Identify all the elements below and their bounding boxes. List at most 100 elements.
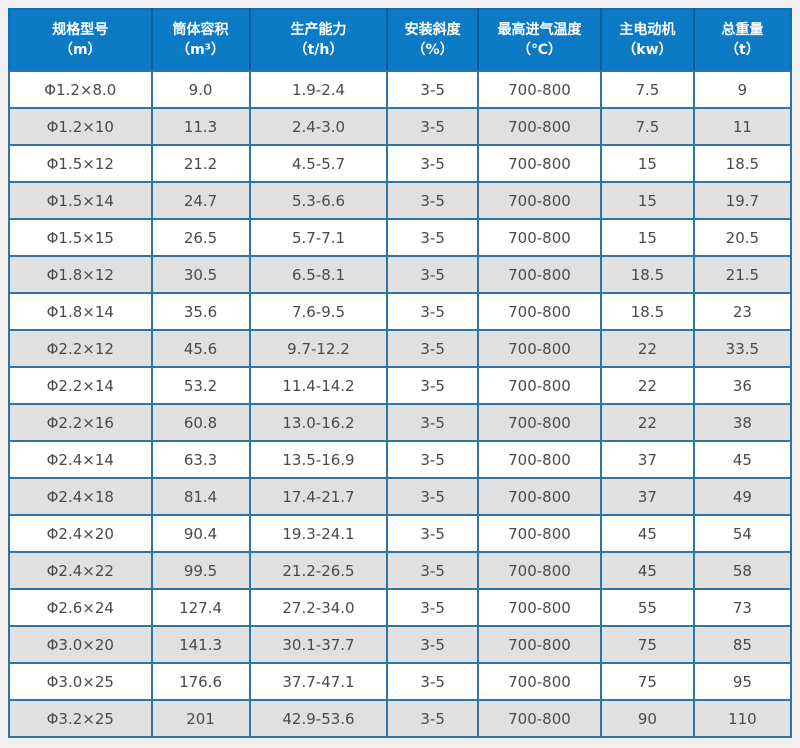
table-cell: 30.1-37.7 xyxy=(248,625,389,664)
table-cell: 700-800 xyxy=(476,662,603,701)
column-header-label: 安装斜度 xyxy=(404,22,461,38)
table-row: Φ2.2×16 60.8 13.0-16.2 3-5 700-800 22 38 xyxy=(8,403,793,442)
column-header-label: 主电动机 xyxy=(619,22,676,38)
table-cell: Φ1.5×12 xyxy=(8,144,153,183)
column-header-label: 筒体容积 xyxy=(172,22,229,38)
table-row: Φ3.0×20 141.3 30.1-37.7 3-5 700-800 75 85 xyxy=(8,625,793,664)
table-cell: 19.7 xyxy=(692,181,793,220)
table-cell: 4.5-5.7 xyxy=(248,144,389,183)
column-header: 规格型号 （m） xyxy=(9,9,153,72)
table-cell: 36 xyxy=(692,366,793,405)
table-cell: 55 xyxy=(600,588,695,627)
table-cell: 42.9-53.6 xyxy=(248,699,389,738)
table-cell: 35.6 xyxy=(150,292,251,331)
table-cell: 9.0 xyxy=(150,70,251,109)
table-cell: Φ2.6×24 xyxy=(8,588,153,627)
table-cell: 700-800 xyxy=(476,588,603,627)
table-cell: 20.5 xyxy=(692,218,793,257)
table-cell: 21.2-26.5 xyxy=(248,551,389,590)
table-cell: 45.6 xyxy=(150,329,251,368)
table-cell: 3-5 xyxy=(386,292,479,331)
table-cell: 63.3 xyxy=(150,440,251,479)
table-cell: 110 xyxy=(692,699,793,738)
table-cell: Φ1.8×12 xyxy=(8,255,153,294)
table-cell: Φ2.2×14 xyxy=(8,366,153,405)
table-cell: 7.5 xyxy=(600,107,695,146)
table-cell: 22 xyxy=(600,403,695,442)
column-header-label: 最高进气温度 xyxy=(497,22,582,38)
table-cell: 3-5 xyxy=(386,514,479,553)
table-cell: 33.5 xyxy=(692,329,793,368)
table-row: Φ1.5×15 26.5 5.7-7.1 3-5 700-800 15 20.5 xyxy=(8,218,793,257)
table-row: Φ2.4×20 90.4 19.3-24.1 3-5 700-800 45 54 xyxy=(8,514,793,553)
table-row: Φ2.4×22 99.5 21.2-26.5 3-5 700-800 45 58 xyxy=(8,551,793,590)
column-header-unit: （℃） xyxy=(516,42,562,58)
column-header-unit: （t/h） xyxy=(293,42,344,58)
table-cell: 81.4 xyxy=(150,477,251,516)
table-cell: 127.4 xyxy=(150,588,251,627)
table-cell: 73 xyxy=(692,588,793,627)
table-row: Φ1.2×8.0 9.0 1.9-2.4 3-5 700-800 7.5 9 xyxy=(8,70,793,109)
table-cell: Φ2.4×22 xyxy=(8,551,153,590)
table-cell: 700-800 xyxy=(476,218,603,257)
table-cell: Φ1.5×14 xyxy=(8,181,153,220)
table-cell: 27.2-34.0 xyxy=(248,588,389,627)
table-cell: 11 xyxy=(692,107,793,146)
table-cell: 3-5 xyxy=(386,144,479,183)
table-cell: 85 xyxy=(692,625,793,664)
table-cell: 176.6 xyxy=(150,662,251,701)
table-cell: 21.5 xyxy=(692,255,793,294)
table-cell: 141.3 xyxy=(150,625,251,664)
table-cell: 3-5 xyxy=(386,477,479,516)
table-cell: 75 xyxy=(600,662,695,701)
table-cell: 700-800 xyxy=(476,366,603,405)
table-cell: 18.5 xyxy=(600,292,695,331)
table-cell: 9.7-12.2 xyxy=(248,329,389,368)
table-cell: 99.5 xyxy=(150,551,251,590)
table-cell: 75 xyxy=(600,625,695,664)
table-row: Φ1.5×12 21.2 4.5-5.7 3-5 700-800 15 18.5 xyxy=(8,144,793,183)
table-cell: 5.3-6.6 xyxy=(248,181,389,220)
table-cell: 37 xyxy=(600,477,695,516)
table-cell: 700-800 xyxy=(476,144,603,183)
table-cell: 3-5 xyxy=(386,255,479,294)
table-cell: 49 xyxy=(692,477,793,516)
table-cell: Φ1.2×8.0 xyxy=(8,70,153,109)
table-cell: 3-5 xyxy=(386,699,479,738)
table-cell: 17.4-21.7 xyxy=(248,477,389,516)
table-cell: Φ1.8×14 xyxy=(8,292,153,331)
table-row: Φ2.4×18 81.4 17.4-21.7 3-5 700-800 37 49 xyxy=(8,477,793,516)
table-cell: Φ2.4×14 xyxy=(8,440,153,479)
table-cell: 5.7-7.1 xyxy=(248,218,389,257)
table-cell: 3-5 xyxy=(386,70,479,109)
table-cell: 3-5 xyxy=(386,107,479,146)
table-cell: 22 xyxy=(600,366,695,405)
column-header: 生产能力 （t/h） xyxy=(248,9,389,72)
table-cell: 700-800 xyxy=(476,292,603,331)
table-cell: 23 xyxy=(692,292,793,331)
table-cell: 700-800 xyxy=(476,514,603,553)
table-cell: 45 xyxy=(692,440,793,479)
table-row: Φ3.2×25 201 42.9-53.6 3-5 700-800 90 110 xyxy=(8,699,793,738)
table-cell: 3-5 xyxy=(386,181,479,220)
column-header-label: 总重量 xyxy=(721,22,764,38)
table-cell: 700-800 xyxy=(476,403,603,442)
table-cell: 15 xyxy=(600,181,695,220)
table-row: Φ1.8×12 30.5 6.5-8.1 3-5 700-800 18.5 21.5 xyxy=(8,255,793,294)
table-cell: 201 xyxy=(150,699,251,738)
column-header-label: 生产能力 xyxy=(290,22,347,38)
table-cell: Φ1.5×15 xyxy=(8,218,153,257)
table-row: Φ3.0×25 176.6 37.7-47.1 3-5 700-800 75 95 xyxy=(8,662,793,701)
table-cell: Φ2.4×18 xyxy=(8,477,153,516)
table-cell: 90.4 xyxy=(150,514,251,553)
table-cell: 58 xyxy=(692,551,793,590)
table-cell: 1.9-2.4 xyxy=(248,70,389,109)
table-row: Φ2.2×14 53.2 11.4-14.2 3-5 700-800 22 36 xyxy=(8,366,793,405)
table-cell: 19.3-24.1 xyxy=(248,514,389,553)
table-cell: 3-5 xyxy=(386,366,479,405)
table-cell: 700-800 xyxy=(476,699,603,738)
table-cell: 13.0-16.2 xyxy=(248,403,389,442)
equipment-spec-table: 规格型号 （m） 筒体容积 （m³） 生产能力 （t/h） 安装斜度 （%） 最高进气温度 （℃）… xyxy=(8,8,793,738)
table-cell: 700-800 xyxy=(476,107,603,146)
